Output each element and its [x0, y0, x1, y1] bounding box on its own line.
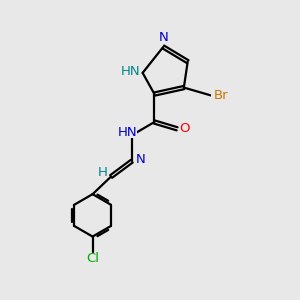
FancyBboxPatch shape	[118, 127, 137, 138]
Text: O: O	[179, 122, 190, 135]
FancyBboxPatch shape	[97, 168, 109, 178]
FancyBboxPatch shape	[178, 124, 190, 134]
Text: N: N	[136, 153, 146, 166]
Text: Cl: Cl	[86, 252, 99, 265]
Text: N: N	[158, 31, 168, 44]
FancyBboxPatch shape	[135, 154, 146, 165]
Text: H: H	[98, 167, 108, 179]
Text: HN: HN	[118, 126, 137, 139]
Text: Br: Br	[213, 89, 228, 102]
FancyBboxPatch shape	[85, 253, 101, 263]
FancyBboxPatch shape	[121, 66, 140, 77]
Text: HN: HN	[121, 65, 140, 78]
FancyBboxPatch shape	[157, 33, 170, 43]
FancyBboxPatch shape	[211, 90, 230, 101]
